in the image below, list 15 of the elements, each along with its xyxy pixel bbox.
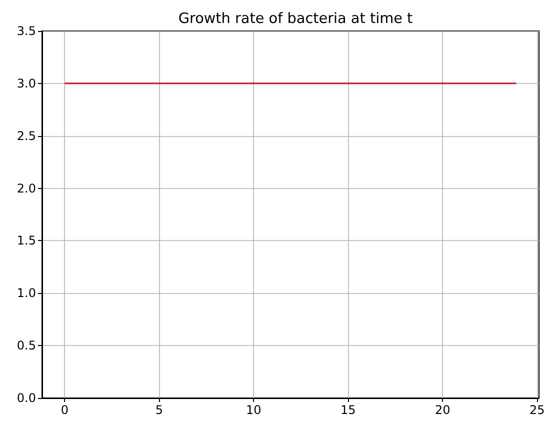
y-tick-label: 0.0 [16, 391, 36, 405]
y-tick-label: 2.0 [16, 181, 36, 196]
y-tick-label: 1.0 [16, 286, 36, 300]
chart-title: Growth rate of bacteria at time t [178, 11, 414, 27]
x-tick-label: 10 [246, 403, 262, 417]
y-tick-label: 3.0 [16, 76, 36, 90]
x-tick-label: 25 [529, 403, 545, 417]
x-tick-label: 0 [60, 403, 68, 417]
x-tick-label: 20 [434, 403, 450, 417]
y-tick-label: 0.5 [16, 338, 36, 353]
y-tick-label: 3.5 [16, 24, 36, 38]
y-tick-label: 2.5 [16, 128, 36, 143]
y-tick-label: 1.5 [16, 234, 36, 248]
x-tick-label: 15 [340, 403, 356, 417]
x-tick-label: 5 [155, 403, 163, 417]
